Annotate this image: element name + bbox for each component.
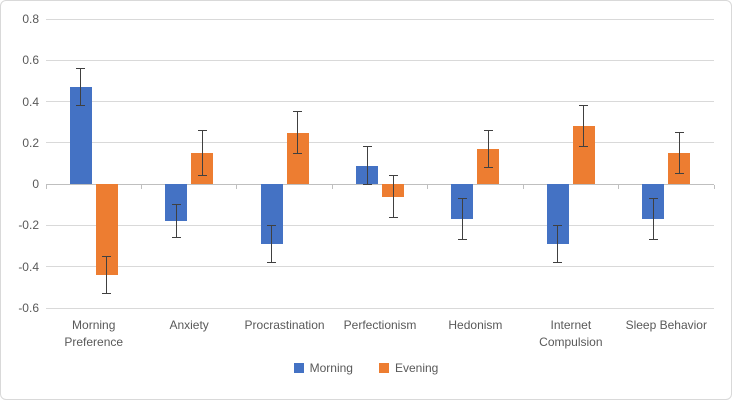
error-bar-cap	[197, 129, 207, 131]
error-bar-cap	[674, 173, 684, 175]
category-label-1: Morning Preference	[64, 318, 124, 349]
error-bar-cap	[76, 105, 86, 107]
error-bar	[175, 204, 177, 238]
error-bar	[80, 68, 82, 106]
error-bar	[392, 175, 394, 218]
legend-label-evening: Evening	[394, 361, 439, 375]
bar-evening-3	[286, 132, 309, 185]
category-label-5: Hedonism	[448, 318, 503, 332]
y-tick-label: -0.6	[18, 301, 39, 315]
bar-evening-1	[95, 184, 118, 275]
legend: Morning Evening	[1, 361, 731, 375]
error-bar	[652, 198, 654, 240]
bar-morning-3	[260, 184, 283, 244]
error-bar-cap	[483, 167, 493, 169]
category-label-3: Procrastination	[244, 318, 325, 332]
error-bar-cap	[362, 183, 372, 185]
error-bar-cap	[171, 237, 181, 239]
error-bar	[271, 225, 273, 263]
category-axis-tick	[427, 184, 429, 189]
legend-swatch-evening	[378, 363, 389, 373]
gridline	[46, 18, 714, 20]
category-axis-tick	[45, 184, 47, 189]
bar-morning-2	[165, 184, 188, 222]
plot-area	[45, 18, 715, 309]
error-bar-cap	[579, 146, 589, 148]
error-bar-cap	[171, 204, 181, 206]
error-bar-cap	[553, 224, 563, 226]
error-bar-cap	[483, 129, 493, 131]
error-bar-cap	[648, 239, 658, 241]
category-axis-tick	[522, 184, 524, 189]
error-bar	[487, 130, 489, 168]
gridline	[46, 142, 714, 144]
category-axis-tick	[331, 184, 333, 189]
y-tick-label: 0	[32, 177, 39, 192]
error-bar-cap	[267, 262, 277, 264]
category-label-6: Internet Compulsion	[539, 318, 603, 349]
category-axis-tick	[713, 184, 715, 189]
category-label-7: Sleep Behavior	[625, 318, 707, 332]
error-bar-cap	[457, 198, 467, 200]
error-bar-cap	[579, 105, 589, 107]
category-axis-tick	[236, 184, 238, 189]
error-bar-cap	[293, 111, 303, 113]
error-bar-cap	[76, 68, 86, 70]
error-bar	[557, 225, 559, 263]
zero-axis-line	[46, 183, 714, 185]
gridline	[46, 59, 714, 61]
legend-swatch-morning	[293, 363, 304, 373]
error-bar-cap	[102, 293, 112, 295]
category-label-4: Perfectionism	[343, 318, 417, 332]
error-bar-cap	[553, 262, 563, 264]
error-bar-cap	[457, 239, 467, 241]
error-bar	[106, 256, 108, 294]
legend-label-morning: Morning	[309, 361, 353, 375]
error-bar-cap	[388, 216, 398, 218]
y-tick-label: 0.8	[22, 12, 39, 26]
error-bar-cap	[293, 152, 303, 154]
y-tick-label: 0.6	[22, 53, 39, 68]
gridline	[46, 307, 714, 309]
error-bar	[678, 132, 680, 174]
error-bar-cap	[267, 224, 277, 226]
y-tick-label: 0.4	[22, 94, 39, 109]
gridline	[46, 101, 714, 103]
y-tick-label: -0.4	[18, 259, 39, 274]
category-label-2: Anxiety	[169, 318, 209, 332]
error-bar	[583, 105, 585, 147]
error-bar-cap	[362, 146, 372, 148]
bar-morning-6	[546, 184, 569, 244]
error-bar-cap	[197, 175, 207, 177]
x-axis-category-labels: Morning Preference Anxiety Procrastination…	[46, 317, 714, 359]
error-bar	[461, 198, 463, 240]
error-bar	[201, 130, 203, 176]
y-tick-label: 0.2	[22, 135, 39, 150]
bar-evening-6	[572, 126, 595, 185]
error-bar	[297, 111, 299, 154]
error-bar-cap	[388, 175, 398, 177]
y-tick-label: -0.2	[18, 218, 39, 233]
category-axis-tick	[140, 184, 142, 189]
category-axis-tick	[618, 184, 620, 189]
legend-item-morning: Morning	[293, 361, 353, 375]
error-bar-cap	[674, 132, 684, 134]
bar-morning-1	[69, 87, 92, 185]
error-bar-cap	[648, 198, 658, 200]
gridline	[46, 224, 714, 226]
error-bar	[366, 146, 368, 185]
error-bar-cap	[102, 255, 112, 257]
gridline	[46, 266, 714, 268]
legend-item-evening: Evening	[378, 361, 439, 375]
